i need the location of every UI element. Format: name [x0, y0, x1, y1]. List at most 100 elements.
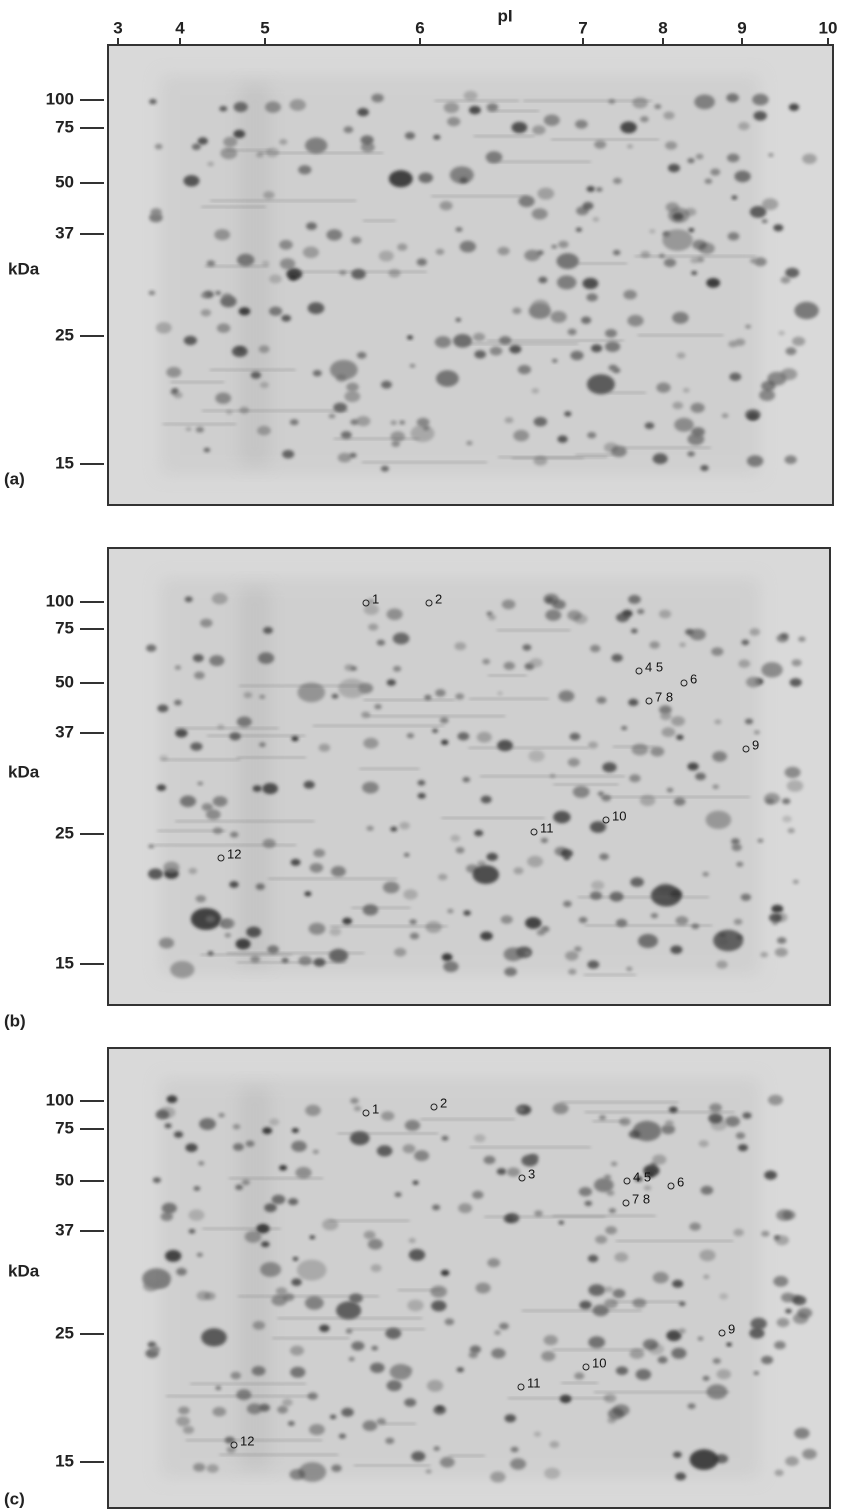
- gel-spot: [626, 144, 634, 149]
- gel-spot: [650, 884, 682, 907]
- gel-spot: [192, 654, 204, 663]
- gel-band: [202, 1227, 281, 1230]
- gel-band: [479, 775, 626, 778]
- gel-spot: [312, 1149, 319, 1155]
- gel-spot: [615, 1366, 629, 1375]
- gel-spot: [749, 1327, 765, 1339]
- gel-spot: [269, 306, 283, 316]
- gel-spot: [733, 1228, 744, 1237]
- gel-spot: [306, 222, 317, 231]
- gel-spot: [531, 299, 549, 312]
- gel-spot: [604, 1174, 612, 1180]
- gel-spot: [487, 1258, 501, 1268]
- gel-spot: [703, 1274, 710, 1280]
- gel-spot: [438, 873, 448, 881]
- gel-spot: [214, 229, 231, 241]
- pi-tick-label: 3: [113, 18, 122, 37]
- gel-spot: [782, 1210, 796, 1220]
- gel-spot: [525, 917, 542, 929]
- kda-axis-title: kDa: [8, 259, 40, 278]
- gel-band: [330, 925, 448, 928]
- gel-spot: [532, 125, 546, 135]
- gel-spot: [188, 1209, 205, 1221]
- kda-tick-label: 37: [55, 722, 74, 741]
- gel-spot: [337, 452, 352, 463]
- gel-spot: [288, 275, 298, 281]
- gel-spot: [328, 413, 336, 419]
- gel-spot: [351, 236, 362, 244]
- gel-spot: [308, 922, 326, 935]
- gel-spot: [746, 455, 764, 467]
- gel-spot: [236, 716, 252, 728]
- gel-spot: [586, 186, 595, 192]
- gel-spot: [455, 317, 462, 322]
- gel-spot: [588, 741, 598, 749]
- gel-spot: [163, 861, 180, 874]
- gel-spot: [416, 417, 430, 427]
- gel-spot: [768, 153, 774, 157]
- gel-spot: [440, 1269, 450, 1276]
- gel-spot: [416, 258, 427, 266]
- gel-spot: [230, 831, 239, 838]
- gel-spot: [224, 932, 232, 938]
- gel-spot: [195, 426, 204, 433]
- kda-tick-label: 100: [46, 89, 74, 108]
- gel-spot: [537, 250, 544, 256]
- gel-spot: [661, 1124, 676, 1135]
- gel-spot: [558, 1220, 565, 1225]
- gel-spot: [330, 866, 346, 877]
- gel-spot: [567, 610, 582, 621]
- gel-spot: [706, 278, 721, 288]
- gel-band: [487, 674, 527, 677]
- spot-marker: [623, 1177, 631, 1185]
- spot-label: 11: [527, 1375, 541, 1390]
- gel-spot: [390, 420, 397, 426]
- spot-marker: [582, 1363, 590, 1371]
- gel-spot: [474, 1134, 486, 1143]
- gel-spot: [469, 1345, 481, 1354]
- gel-spot: [564, 411, 572, 417]
- gel-spot: [773, 224, 784, 232]
- gel-spot: [393, 665, 402, 672]
- gel-spot: [366, 825, 374, 831]
- gel-spot: [338, 1433, 346, 1439]
- gel-spot: [328, 948, 349, 963]
- gel-spot: [201, 803, 213, 812]
- spot-marker: [742, 745, 750, 753]
- gel-spot: [659, 705, 672, 715]
- kda-tick-label: 75: [55, 1118, 74, 1137]
- spot-label: 3: [528, 1166, 535, 1181]
- gel-spot: [154, 143, 163, 150]
- gel-spot: [586, 293, 598, 302]
- gel-spot: [185, 427, 192, 432]
- gel-spot: [450, 834, 461, 842]
- gel-spot: [305, 1104, 321, 1116]
- gel-spot: [504, 967, 517, 977]
- gel-spot: [616, 612, 630, 623]
- gel-spot: [182, 1425, 195, 1434]
- gel-spot: [605, 341, 621, 352]
- gel-spot: [752, 93, 769, 106]
- gel-spot: [474, 829, 484, 837]
- gel-spot: [238, 307, 251, 316]
- gel-spot: [309, 863, 324, 873]
- gel-spot: [329, 927, 342, 936]
- gel-spot: [602, 762, 617, 773]
- gel-band: [521, 1309, 642, 1312]
- gel-band: [488, 110, 540, 112]
- gel-spot: [148, 844, 155, 849]
- gel-spot: [382, 881, 400, 894]
- gel-spot: [785, 347, 797, 356]
- gel-panel: [107, 44, 834, 506]
- gel-spot: [620, 121, 637, 134]
- gel-spot: [589, 821, 607, 833]
- gel-spot: [741, 639, 750, 646]
- gel-spot: [688, 228, 695, 233]
- gel-spot: [157, 704, 169, 713]
- gel-band: [166, 1395, 312, 1398]
- gel-spot: [466, 440, 473, 446]
- gel-spot: [761, 198, 779, 211]
- gel-spot: [674, 417, 694, 432]
- gel-band: [612, 745, 655, 748]
- gel-spot: [740, 893, 752, 901]
